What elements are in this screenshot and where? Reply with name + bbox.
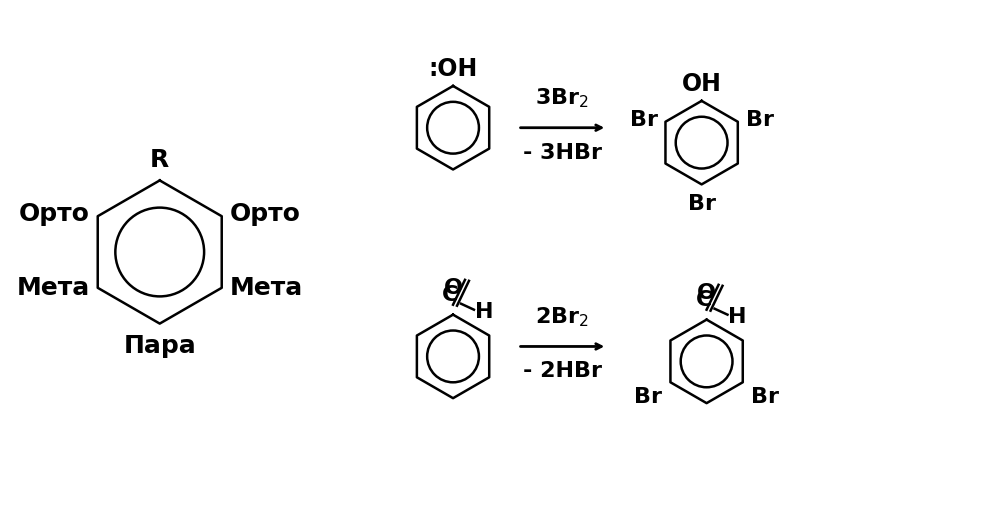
Text: 2Br$_2$: 2Br$_2$ [535, 305, 590, 329]
Text: - 3HBr: - 3HBr [523, 142, 601, 163]
Text: H: H [475, 302, 493, 321]
Text: Br: Br [687, 194, 716, 214]
Text: OH: OH [681, 72, 722, 96]
Text: Br: Br [634, 387, 663, 407]
Text: :OH: :OH [429, 57, 477, 81]
Text: Br: Br [629, 110, 658, 130]
Text: H: H [729, 307, 747, 327]
Text: Br: Br [750, 387, 779, 407]
Text: C: C [695, 289, 712, 310]
Text: Орто: Орто [230, 202, 301, 226]
Text: C: C [442, 285, 458, 305]
Text: O: O [444, 278, 462, 298]
Text: R: R [150, 149, 170, 172]
Text: Мета: Мета [230, 276, 303, 300]
Text: Орто: Орто [19, 202, 90, 226]
Text: 3Br$_2$: 3Br$_2$ [535, 86, 590, 110]
Text: Пара: Пара [123, 334, 196, 357]
Text: Br: Br [745, 110, 774, 130]
Text: O: O [697, 283, 716, 303]
Text: Мета: Мета [17, 276, 90, 300]
Text: - 2HBr: - 2HBr [523, 361, 601, 381]
